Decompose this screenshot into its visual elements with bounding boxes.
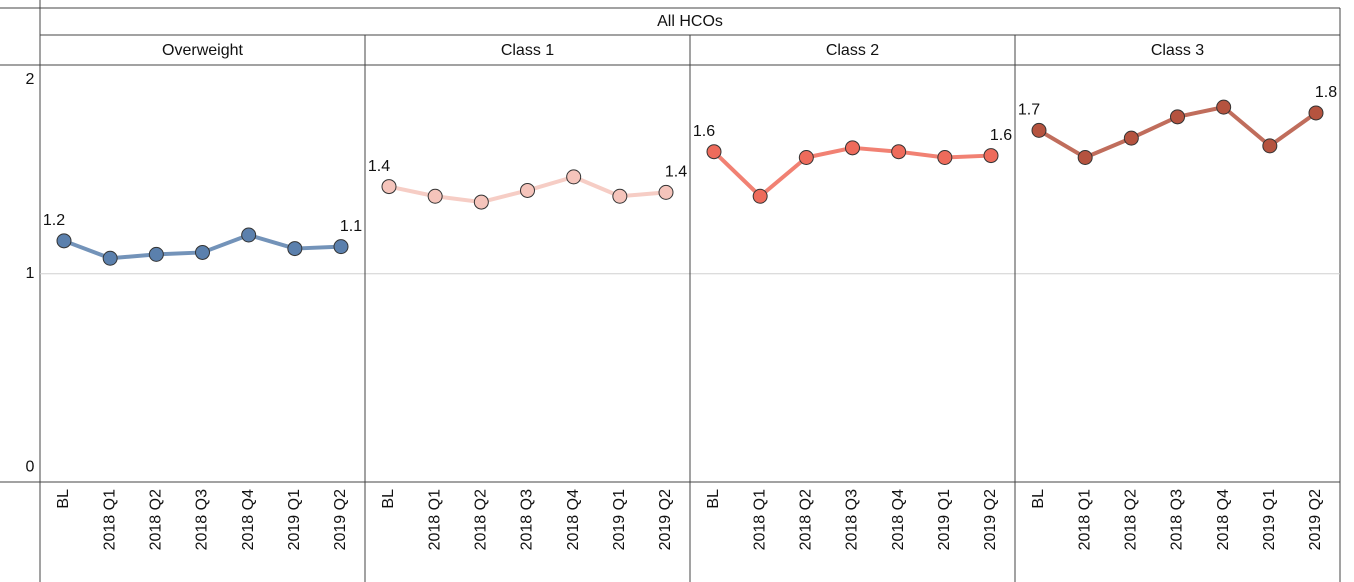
y-tick-label: 1 [26,265,35,282]
x-tick-label: 2018 Q1 [426,489,443,550]
data-point [1077,150,1093,165]
x-tick-label: 2018 Q2 [473,489,490,550]
x-tick-label: 2019 Q1 [1261,489,1278,550]
data-point [845,140,860,156]
value-label: 1.6 [693,123,715,140]
data-point [195,244,210,260]
data-point [148,246,164,262]
x-tick-label: 2018 Q3 [1169,489,1186,550]
data-point [891,144,907,160]
data-point [658,184,674,200]
data-point [333,239,349,255]
data-point [102,250,118,266]
x-tick-label: 2018 Q3 [194,489,211,550]
x-tick-label: 2018 Q2 [798,489,815,550]
x-tick-label: 2018 Q2 [1123,489,1140,550]
x-tick-label: 2018 Q2 [148,489,165,550]
data-point [1123,130,1139,146]
value-label: 1.4 [665,164,687,181]
value-label: 1.2 [43,212,65,229]
data-point [1308,105,1324,121]
data-point [1170,109,1185,125]
x-tick-label: 2018 Q3 [844,489,861,550]
data-point [1216,99,1232,115]
x-tick-label: 2018 Q4 [565,489,582,550]
x-tick-label: 2018 Q3 [519,489,536,550]
value-label: 1.8 [1315,84,1337,101]
x-tick-label: 2019 Q2 [1307,489,1324,550]
x-tick-label: 2018 Q1 [1076,489,1093,550]
data-point [520,182,535,198]
data-point [381,179,397,195]
x-tick-label: 2018 Q4 [890,489,907,550]
value-label: 1.7 [1018,102,1040,119]
value-label: 1.1 [340,218,362,235]
x-tick-label: 2019 Q1 [611,489,628,550]
data-point [241,227,257,243]
x-tick-label: BL [55,489,72,509]
value-label: 1.4 [368,158,390,175]
x-tick-label: 2019 Q2 [982,489,999,550]
x-tick-label: 2018 Q1 [101,489,118,550]
panel-title: Class 1 [501,42,554,59]
data-point [473,194,489,210]
chart-title: All HCOs [657,13,723,30]
data-point [983,148,999,164]
x-tick-label: BL [1030,489,1047,509]
x-tick-label: BL [705,489,722,509]
panel-title: Class 3 [1151,42,1204,59]
x-tick-label: 2019 Q2 [332,489,349,550]
data-point [427,188,443,204]
panel-title: Overweight [162,42,243,59]
data-point [287,241,303,257]
data-point [56,233,72,249]
data-point [706,144,722,160]
y-tick-label: 0 [26,459,35,476]
data-point [1262,138,1278,154]
panel-title: Class 2 [826,42,879,59]
x-tick-label: 2018 Q1 [751,489,768,550]
data-point [612,188,628,204]
data-point [752,188,768,204]
x-tick-label: BL [380,489,397,509]
data-point [566,169,582,185]
data-point [798,150,814,165]
x-tick-label: 2018 Q4 [1215,489,1232,550]
data-point [1031,122,1047,138]
data-point [937,150,953,165]
x-tick-label: 2018 Q4 [240,489,257,550]
x-tick-label: 2019 Q1 [936,489,953,550]
value-label: 1.6 [990,127,1012,144]
x-tick-label: 2019 Q2 [657,489,674,550]
y-tick-label: 2 [26,71,35,88]
x-tick-label: 2019 Q1 [286,489,303,550]
